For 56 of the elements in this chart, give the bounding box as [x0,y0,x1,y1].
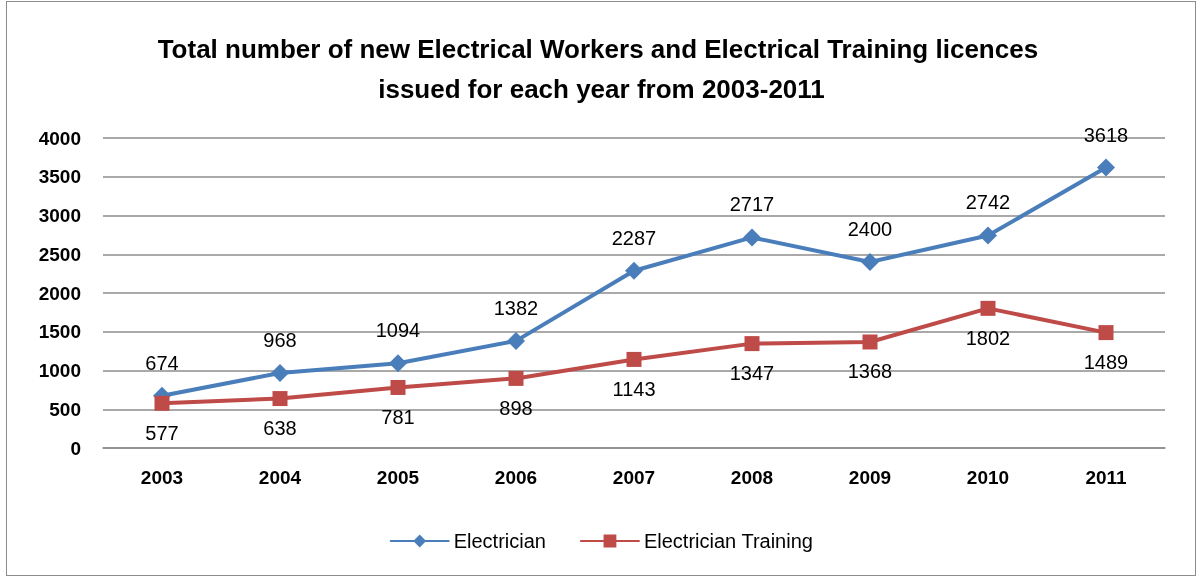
point [979,226,997,245]
data-label: 2400 [847,218,893,240]
point [390,379,406,395]
data-label: 1094 [375,319,421,342]
x-tick-label: 2010 [966,467,1010,488]
y-tick-label: 0 [70,437,81,459]
legend-label: Electrician [453,530,546,552]
data-label: 898 [499,396,533,419]
data-label: 1489 [1083,351,1129,374]
point [862,334,878,350]
data-label: 2742 [965,191,1011,214]
y-tick-label: 4000 [38,127,81,149]
x-tick-label: 2007 [612,467,656,488]
point [271,363,289,382]
point [744,336,760,352]
data-label: 2287 [611,226,657,249]
x-tick-label: 2003 [140,467,184,488]
y-tick-label: 2000 [38,282,81,304]
x-tick-label: 2009 [848,467,892,488]
point [743,228,761,247]
y-tick-label: 3500 [38,166,81,188]
point [1098,325,1114,341]
data-label: 638 [263,417,297,440]
y-tick-label: 500 [49,398,81,420]
data-label: 968 [263,328,297,351]
data-label: 1382 [493,296,539,319]
x-tick-label: 2011 [1085,467,1128,488]
point [861,253,879,271]
x-tick-label: 2006 [494,467,538,488]
data-label: 3618 [1083,123,1129,146]
y-tick-label: 2500 [38,243,81,265]
x-tick-label: 2005 [376,467,420,488]
point [980,300,996,316]
legend-label: Electrician Training [643,530,813,552]
point [1097,158,1115,177]
x-tick-label: 2004 [258,467,302,488]
data-label: 1347 [729,362,775,385]
data-label: 577 [145,421,179,444]
data-label: 2717 [729,193,775,216]
point [508,370,524,386]
data-label: 1143 [612,377,656,400]
y-tick-label: 1500 [38,321,81,343]
x-tick-label: 2008 [730,467,774,488]
point [507,331,525,350]
y-tick-label: 3000 [38,205,81,226]
data-label: 674 [145,351,179,374]
point [154,395,170,411]
point [625,261,643,280]
point [389,354,407,373]
point [626,351,642,367]
point [272,391,288,407]
y-tick-label: 1000 [38,360,81,381]
data-label: 1368 [847,360,893,383]
data-label: 1802 [965,326,1011,349]
chart-title: Total number of new Electrical Workers and Electrical Training licences issued for each year from 2003-2011 [157,34,1046,104]
data-label: 781 [381,405,415,428]
